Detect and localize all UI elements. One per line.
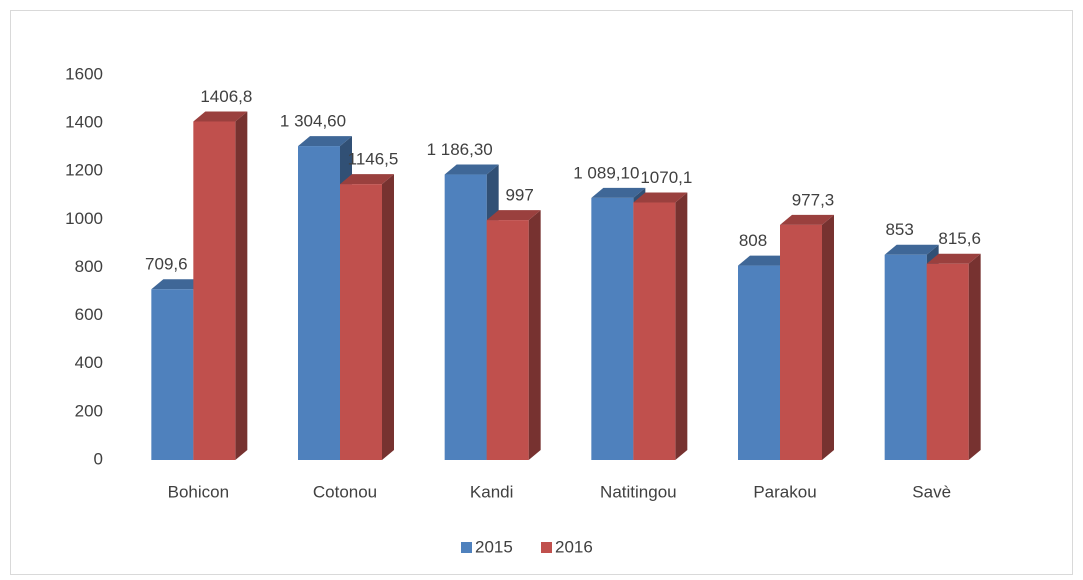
y-tick-label: 1400	[65, 113, 103, 132]
bar-side	[528, 210, 541, 460]
bar-top	[193, 111, 248, 122]
bar-top	[780, 214, 834, 225]
bar	[151, 289, 194, 460]
bar-top	[926, 253, 981, 264]
value-label: 1070,1	[640, 168, 692, 187]
bar	[444, 174, 487, 460]
bar	[486, 220, 529, 460]
bar-side	[968, 253, 981, 460]
y-tick-label: 200	[75, 401, 103, 420]
x-tick-label: Parakou	[753, 482, 816, 501]
legend-label: 2015	[475, 537, 513, 556]
bar-top	[151, 279, 206, 290]
value-label: 808	[739, 231, 767, 250]
bar	[738, 265, 780, 460]
bar	[633, 202, 676, 460]
bar	[926, 263, 969, 460]
bar-top	[884, 244, 939, 255]
value-label: 997	[505, 186, 533, 205]
bar-side	[822, 214, 834, 460]
value-label: 853	[885, 220, 913, 239]
x-tick-label: Kandi	[470, 482, 513, 501]
bar-side	[382, 174, 394, 460]
value-label: 1 304,60	[280, 112, 346, 131]
bar	[193, 121, 236, 461]
bar-top	[738, 255, 792, 266]
bar-top	[340, 174, 394, 185]
y-tick-label: 800	[75, 257, 103, 276]
bar	[591, 197, 634, 461]
bar-top	[444, 164, 499, 175]
bar-top	[486, 210, 541, 221]
bar-side	[675, 192, 688, 460]
y-tick-label: 0	[94, 449, 103, 468]
bar-side	[235, 111, 248, 461]
y-tick-label: 1200	[65, 161, 103, 180]
bar	[340, 184, 382, 460]
x-tick-label: Bohicon	[168, 482, 229, 501]
bar	[884, 254, 927, 460]
bar	[780, 224, 822, 460]
value-label: 1146,5	[348, 150, 399, 169]
value-label: 1 186,30	[427, 140, 493, 159]
bar	[298, 146, 340, 460]
y-tick-label: 1000	[65, 209, 103, 228]
legend-swatch	[461, 542, 472, 553]
legend-label: 2016	[555, 537, 593, 556]
value-label: 709,6	[145, 255, 188, 274]
legend-swatch	[541, 542, 552, 553]
bar-top	[298, 136, 352, 147]
value-label: 1406,8	[200, 87, 252, 106]
bar-top	[633, 192, 688, 203]
y-tick-label: 400	[75, 353, 103, 372]
bar-top	[591, 187, 646, 198]
x-tick-label: Natitingou	[600, 482, 677, 501]
y-tick-label: 1600	[65, 64, 103, 83]
y-tick-label: 600	[75, 305, 103, 324]
value-label: 815,6	[938, 229, 981, 248]
x-tick-label: Cotonou	[313, 482, 377, 501]
value-label: 1 089,10	[573, 163, 639, 182]
value-label: 977,3	[792, 190, 835, 209]
x-tick-label: Savè	[912, 482, 951, 501]
